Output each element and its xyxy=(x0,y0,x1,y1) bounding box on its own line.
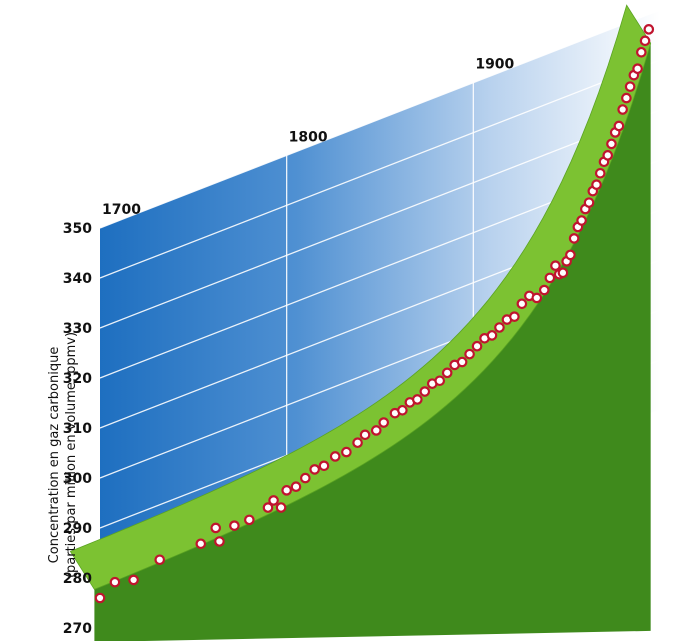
x-tick-labels: 1700180019002000 xyxy=(102,57,515,218)
x-tick-label: 1800 xyxy=(289,129,328,145)
y-tick-label: 320 xyxy=(63,371,92,387)
data-point xyxy=(300,472,311,484)
y-tick-label: 300 xyxy=(63,471,92,487)
data-point xyxy=(544,272,556,284)
data-point xyxy=(341,446,352,458)
data-point xyxy=(195,538,207,550)
data-point xyxy=(94,592,106,604)
data-point xyxy=(370,425,382,436)
y-tick-label: 350 xyxy=(63,221,92,237)
data-point xyxy=(275,502,287,513)
data-point xyxy=(471,340,483,352)
data-point xyxy=(268,495,279,506)
data-points xyxy=(94,24,655,604)
data-point xyxy=(624,81,636,92)
data-point xyxy=(412,394,423,405)
data-point xyxy=(419,386,431,397)
data-point xyxy=(613,120,625,132)
y-tick-label: 340 xyxy=(63,271,92,287)
data-point xyxy=(229,520,240,531)
data-point xyxy=(309,464,320,475)
data-point xyxy=(486,330,498,341)
data-point xyxy=(538,284,550,296)
data-point xyxy=(109,576,121,588)
data-point xyxy=(643,24,655,35)
data-point xyxy=(352,437,363,449)
data-point xyxy=(397,404,408,416)
data-point xyxy=(464,348,475,360)
data-point xyxy=(565,249,576,261)
data-point xyxy=(154,554,166,566)
data-point xyxy=(531,292,543,304)
data-point xyxy=(606,138,617,150)
data-point xyxy=(516,298,528,310)
grid-line-h xyxy=(99,59,661,279)
y-tick-label: 270 xyxy=(63,621,92,637)
data-point xyxy=(378,417,390,428)
data-point xyxy=(583,197,595,208)
data-point xyxy=(290,481,302,492)
y-axis-sublabel: (parties par million en volume, ppmv) xyxy=(64,332,79,578)
data-point xyxy=(594,167,606,179)
x-tick-label: 1900 xyxy=(475,57,514,73)
y-tick-labels: 270 280 290 300 310 320 330 340 350 xyxy=(63,221,92,637)
data-point xyxy=(557,267,569,279)
data-point xyxy=(632,63,643,75)
data-point xyxy=(128,574,139,586)
grid-line-h xyxy=(99,109,661,329)
data-point xyxy=(591,179,602,191)
data-point xyxy=(214,536,225,547)
data-point xyxy=(210,522,222,534)
data-point xyxy=(494,322,505,333)
y-tick-label: 280 xyxy=(63,571,92,587)
data-point xyxy=(550,260,561,271)
data-point xyxy=(636,46,647,58)
data-point xyxy=(621,92,632,104)
data-point xyxy=(318,460,330,472)
y-tick-label: 310 xyxy=(63,421,92,437)
data-point xyxy=(329,451,341,462)
data-point xyxy=(441,367,453,379)
y-axis-label-group: Concentration en gaz carbonique (parties… xyxy=(47,332,79,578)
data-point xyxy=(262,502,274,513)
y-axis-label: Concentration en gaz carbonique xyxy=(47,347,62,564)
data-point xyxy=(244,514,255,526)
ribbon-side-wall xyxy=(94,43,651,641)
y-tick-label: 290 xyxy=(63,521,92,537)
data-point xyxy=(617,104,628,115)
data-point xyxy=(281,485,292,496)
data-point xyxy=(359,429,371,441)
data-point xyxy=(639,35,651,47)
data-point xyxy=(456,356,468,368)
grid-line-h xyxy=(99,9,661,229)
data-point xyxy=(568,233,580,244)
x-tick-label: 1700 xyxy=(102,202,141,218)
data-point xyxy=(602,150,614,161)
data-point xyxy=(576,215,587,226)
data-point xyxy=(509,311,520,322)
data-point xyxy=(434,375,446,387)
y-tick-label: 330 xyxy=(63,321,92,337)
